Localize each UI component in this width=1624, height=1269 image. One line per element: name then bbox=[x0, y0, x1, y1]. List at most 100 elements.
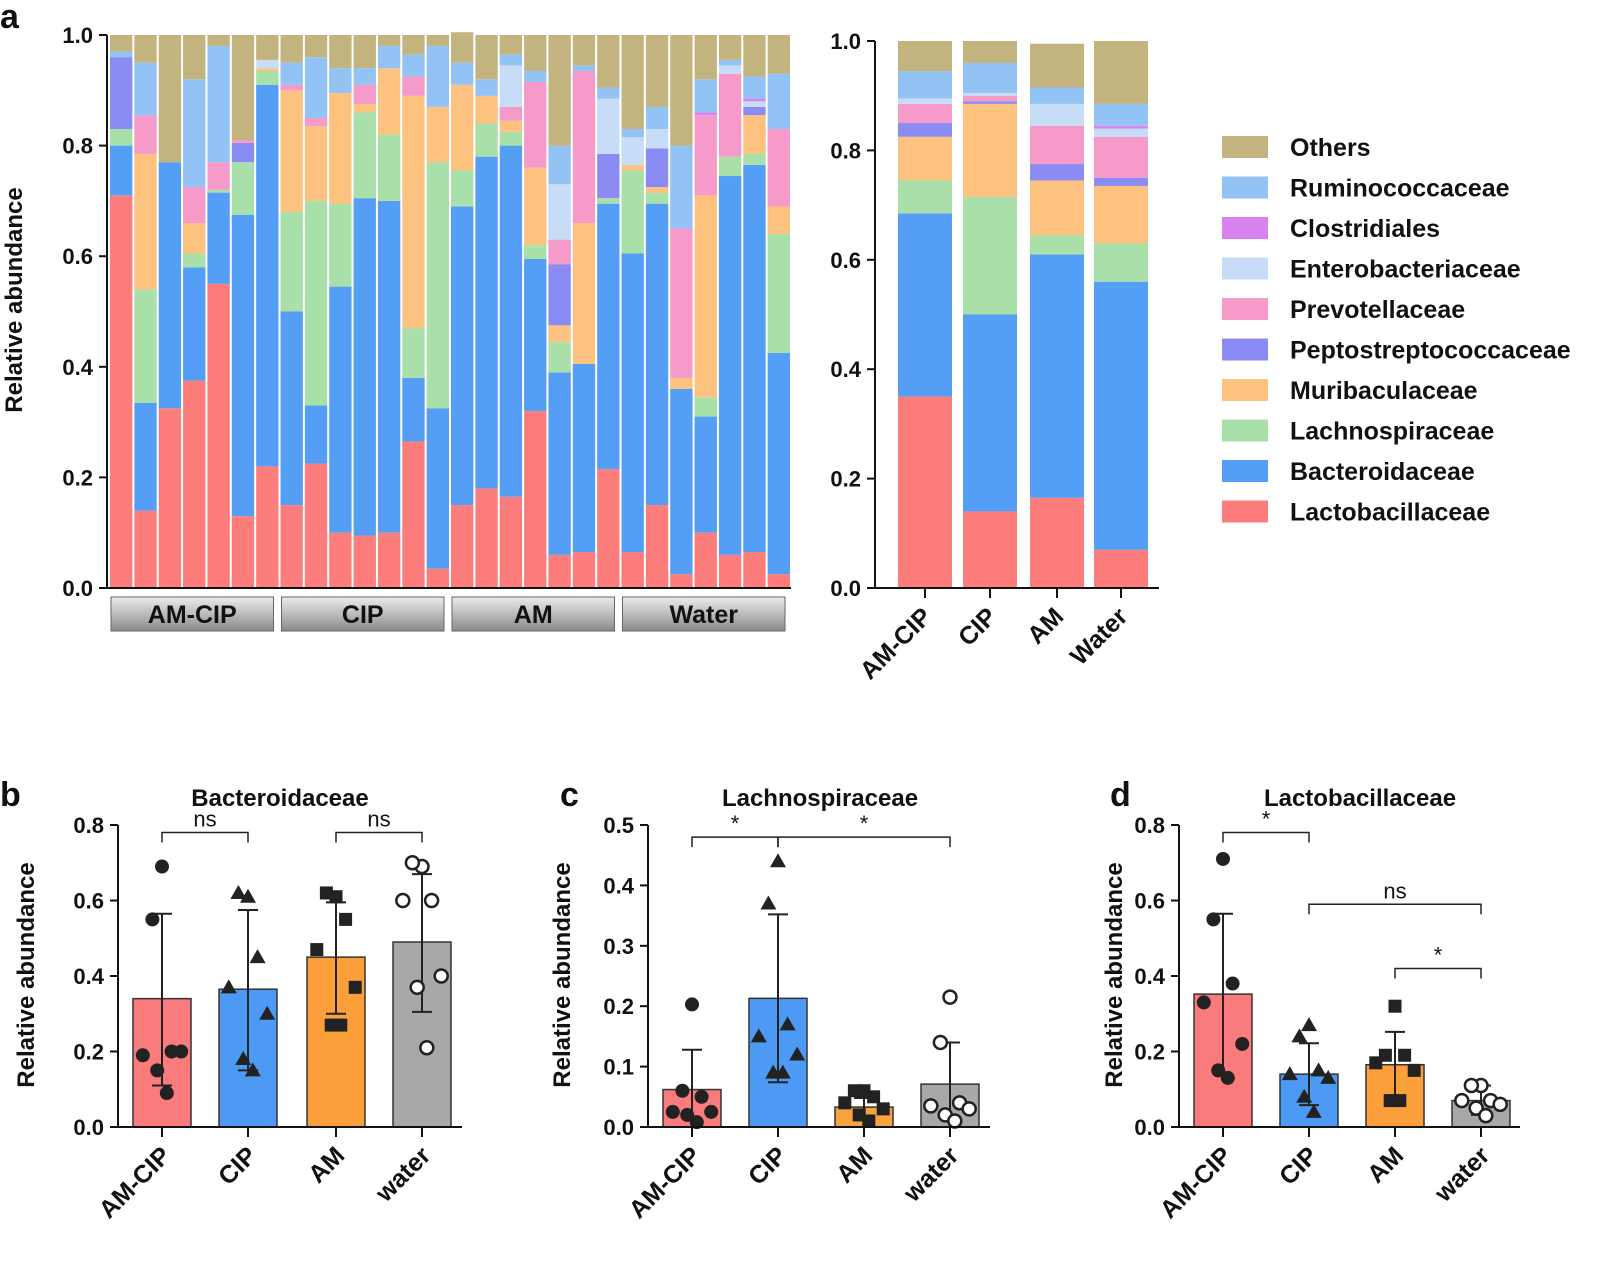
stacked-segment-others bbox=[767, 35, 790, 74]
mean-segment-clostridiales bbox=[1094, 125, 1148, 129]
legend-swatch-others bbox=[1222, 136, 1268, 158]
stacked-segment-bacteroidaceae bbox=[645, 203, 669, 506]
stacked-segment-prevotellaceae bbox=[694, 115, 717, 196]
stacked-segment-ruminococcaceae bbox=[718, 59, 742, 66]
data-point bbox=[423, 892, 440, 909]
data-point bbox=[1225, 976, 1240, 991]
y-tick-label: 0.8 bbox=[1134, 813, 1165, 838]
panel-b-chart: b Bacteroidaceae Relative abundance AM-C… bbox=[0, 776, 462, 1224]
stacked-segment-muribaculaceae bbox=[621, 164, 644, 171]
data-point bbox=[1196, 995, 1211, 1010]
stacked-segment-peptostreptococcaceae bbox=[110, 57, 133, 130]
data-point bbox=[174, 1044, 189, 1059]
stacked-segment-lactobacillaceae bbox=[231, 516, 255, 588]
x-tick-label: CIP bbox=[1274, 1141, 1323, 1190]
data-point bbox=[1305, 1103, 1322, 1118]
stacked-segment-bacteroidaceae bbox=[426, 408, 449, 569]
mean-segment-lactobacillaceae bbox=[1094, 549, 1148, 588]
data-point bbox=[1206, 912, 1221, 927]
stacked-segment-others bbox=[548, 35, 571, 146]
stacked-segment-others bbox=[353, 35, 376, 69]
stacked-segment-peptostreptococcaceae bbox=[597, 153, 620, 199]
stacked-segment-bacteroidaceae bbox=[548, 372, 571, 555]
x-tick-label: AM-CIP bbox=[855, 602, 938, 685]
mean-segment-bacteroidaceae bbox=[1094, 281, 1148, 550]
y-tick-label: 0.4 bbox=[62, 355, 93, 380]
y-tick-label: 0.4 bbox=[603, 873, 634, 898]
mean-segment-ruminococcaceae bbox=[898, 71, 952, 99]
stacked-segment-lachnospiraceae bbox=[353, 112, 376, 199]
y-tick-label: 0.2 bbox=[62, 465, 93, 490]
data-point bbox=[774, 1064, 791, 1079]
mean-segment-lachnospiraceae bbox=[898, 180, 952, 214]
stacked-segment-enterobacteriaceae bbox=[548, 184, 571, 240]
stacked-segment-lactobacillaceae bbox=[158, 408, 182, 588]
data-point bbox=[135, 1048, 150, 1063]
legend-swatch-clostridiales bbox=[1222, 217, 1268, 239]
stacked-segment-others bbox=[110, 35, 133, 52]
stacked-segment-ruminococcaceae bbox=[621, 129, 644, 138]
stacked-segment-prevotellaceae bbox=[499, 106, 523, 121]
data-point bbox=[1369, 1056, 1383, 1070]
stacked-segment-lactobacillaceae bbox=[377, 532, 401, 588]
mean-segment-bacteroidaceae bbox=[1030, 254, 1084, 498]
y-tick-label: 0.8 bbox=[830, 138, 861, 163]
x-tick-label: water bbox=[1429, 1141, 1496, 1208]
stacked-segment-lactobacillaceae bbox=[304, 463, 328, 588]
y-tick-label: 0.2 bbox=[830, 467, 861, 492]
stacked-segment-ruminococcaceae bbox=[134, 62, 157, 116]
mean-segment-muribaculaceae bbox=[963, 103, 1017, 197]
y-tick-label: 0.2 bbox=[1134, 1040, 1165, 1065]
stacked-segment-lachnospiraceae bbox=[645, 192, 669, 204]
data-point bbox=[1310, 1062, 1327, 1077]
x-tick-label: CIP bbox=[953, 602, 1002, 651]
y-tick-label: 0.4 bbox=[1134, 964, 1165, 989]
stacked-segment-bacteroidaceae bbox=[572, 364, 596, 553]
stacked-segment-muribaculaceae bbox=[548, 325, 571, 342]
stacked-segment-others bbox=[572, 35, 596, 66]
significance-label: ns bbox=[1383, 878, 1406, 903]
stacked-segment-clostridiales bbox=[694, 112, 717, 116]
stacked-segment-bacteroidaceae bbox=[767, 352, 790, 575]
stacked-segment-lactobacillaceae bbox=[499, 496, 523, 588]
data-point bbox=[847, 1084, 861, 1098]
y-tick-label: 1.0 bbox=[62, 23, 93, 48]
stacked-segment-bacteroidaceae bbox=[402, 377, 425, 442]
stacked-segment-enterobacteriaceae bbox=[256, 59, 279, 69]
mean-segment-lactobacillaceae bbox=[1030, 497, 1084, 588]
legend-label: Muribaculaceae bbox=[1290, 377, 1478, 405]
stacked-segment-bacteroidaceae bbox=[475, 156, 498, 489]
stacked-segment-ruminococcaceae bbox=[377, 46, 401, 69]
legend-swatch-muribaculaceae bbox=[1222, 379, 1268, 401]
significance-bracket bbox=[1222, 831, 1310, 843]
data-point bbox=[1398, 1048, 1412, 1062]
stacked-segment-lachnospiraceae bbox=[110, 129, 133, 146]
stacked-segment-lactobacillaceae bbox=[256, 466, 279, 588]
stacked-segment-muribaculaceae bbox=[304, 126, 328, 201]
mean-segment-ruminococcaceae bbox=[1094, 103, 1148, 126]
stacked-segment-enterobacteriaceae bbox=[718, 65, 742, 74]
stacked-segment-prevotellaceae bbox=[402, 76, 425, 96]
stacked-segment-lachnospiraceae bbox=[524, 245, 547, 259]
stacked-segment-others bbox=[670, 35, 693, 146]
significance-bracket bbox=[1308, 903, 1482, 915]
data-point bbox=[665, 1104, 680, 1119]
data-point bbox=[235, 1051, 252, 1066]
stacked-segment-ruminococcaceae bbox=[524, 70, 547, 83]
stacked-segment-lactobacillaceae bbox=[353, 535, 376, 588]
stacked-segment-lactobacillaceae bbox=[743, 552, 766, 588]
stacked-segment-ruminococcaceae bbox=[451, 62, 474, 85]
stacked-segment-bacteroidaceae bbox=[158, 162, 182, 409]
legend-label: Lachnospiraceae bbox=[1290, 418, 1494, 446]
stacked-segment-lachnospiraceae bbox=[475, 123, 498, 157]
data-point bbox=[334, 1018, 348, 1032]
stacked-segment-prevotellaceae bbox=[304, 117, 328, 127]
group-box bbox=[281, 596, 445, 632]
stacked-segment-lactobacillaceae bbox=[694, 532, 717, 588]
stacked-segment-bacteroidaceae bbox=[377, 200, 401, 533]
mean-segment-others bbox=[1030, 43, 1084, 88]
stacked-segment-bacteroidaceae bbox=[451, 206, 474, 506]
stacked-segment-others bbox=[183, 35, 206, 80]
data-point bbox=[395, 892, 411, 909]
stacked-segment-lactobacillaceae bbox=[621, 552, 644, 588]
